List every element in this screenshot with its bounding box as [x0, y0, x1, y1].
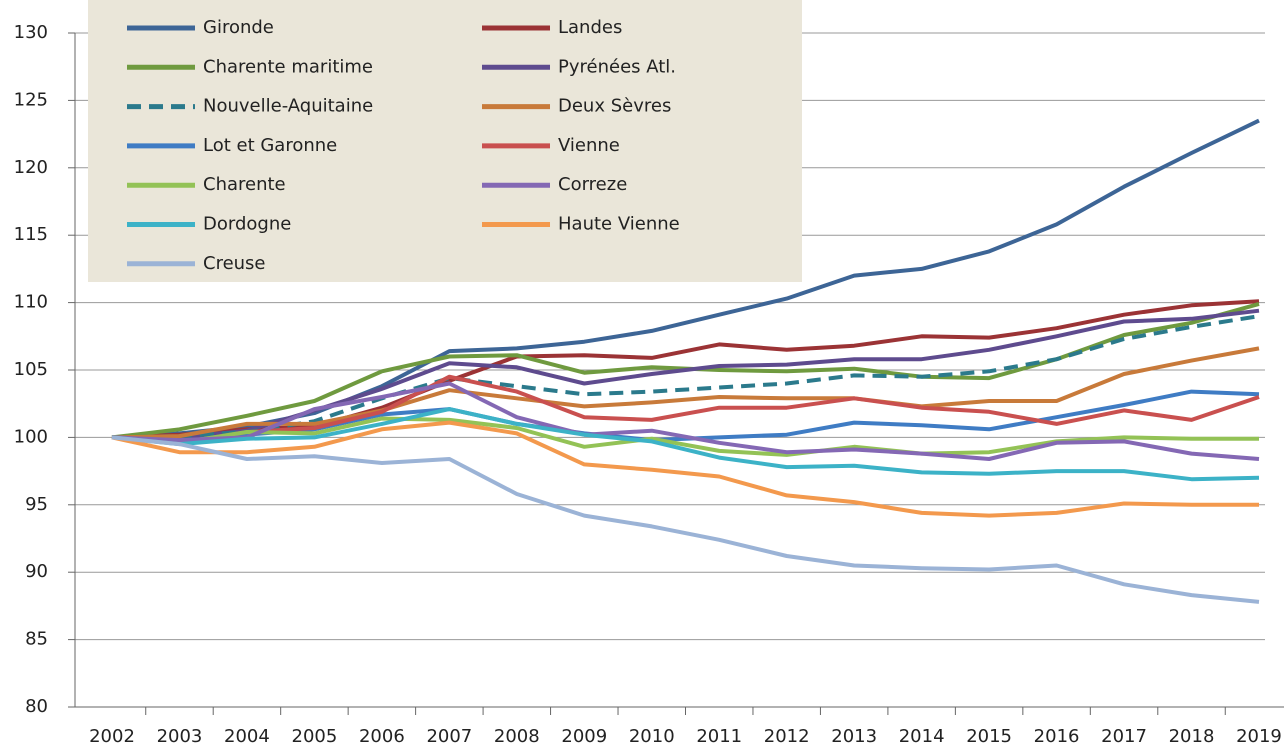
x-tick-label: 2010	[629, 726, 675, 747]
y-tick-label: 90	[25, 561, 48, 582]
x-tick-label: 2017	[1101, 726, 1147, 747]
legend-label: Charente	[203, 174, 286, 195]
y-tick-label: 110	[14, 292, 48, 313]
legend-box	[88, 0, 802, 282]
legend-label: Charente maritime	[203, 56, 373, 77]
legend-label: Landes	[558, 17, 622, 38]
series-line	[111, 420, 1259, 518]
legend-label: Correze	[558, 174, 627, 195]
legend-label: Deux Sèvres	[558, 96, 671, 117]
y-tick-label: 130	[14, 22, 48, 43]
x-tick-label: 2009	[561, 726, 607, 747]
legend-label: Dordogne	[203, 214, 291, 235]
legend-label: Vienne	[558, 135, 620, 156]
legend-label: Gironde	[203, 17, 274, 38]
x-tick-label: 2004	[224, 726, 270, 747]
y-tick-label: 85	[25, 629, 48, 650]
x-tick-label: 2012	[764, 726, 810, 747]
series-line	[111, 381, 1260, 461]
legend-label: Lot et Garonne	[203, 135, 337, 156]
legend-label: Creuse	[203, 253, 266, 274]
x-tick-label: 2018	[1169, 726, 1215, 747]
x-tick-label: 2014	[899, 726, 945, 747]
x-tick-label: 2011	[696, 726, 742, 747]
x-tick-label: 2019	[1236, 726, 1282, 747]
x-tick-label: 2015	[966, 726, 1012, 747]
series-line	[111, 407, 1260, 482]
series-line	[111, 346, 1260, 440]
y-tick-label: 95	[25, 494, 48, 515]
x-tick-label: 2005	[292, 726, 338, 747]
legend-label: Haute Vienne	[558, 214, 680, 235]
x-tick-label: 2008	[494, 726, 540, 747]
y-tick-label: 115	[14, 224, 48, 245]
x-tick-label: 2002	[89, 726, 135, 747]
y-tick-label: 125	[14, 89, 48, 110]
y-tick-label: 105	[14, 359, 48, 380]
x-tick-label: 2007	[426, 726, 472, 747]
series-line	[111, 374, 1260, 445]
y-tick-label: 80	[25, 696, 48, 717]
x-tick-label: 2003	[157, 726, 203, 747]
series-line	[111, 314, 1260, 440]
legend-label: Pyrénées Atl.	[558, 56, 676, 77]
x-tick-label: 2013	[831, 726, 877, 747]
series-line	[111, 435, 1260, 604]
x-tick-label: 2006	[359, 726, 405, 747]
y-tick-label: 100	[14, 426, 48, 447]
y-tick-label: 120	[14, 157, 48, 178]
legend-label: Nouvelle-Aquitaine	[203, 96, 373, 117]
x-tick-label: 2016	[1034, 726, 1080, 747]
